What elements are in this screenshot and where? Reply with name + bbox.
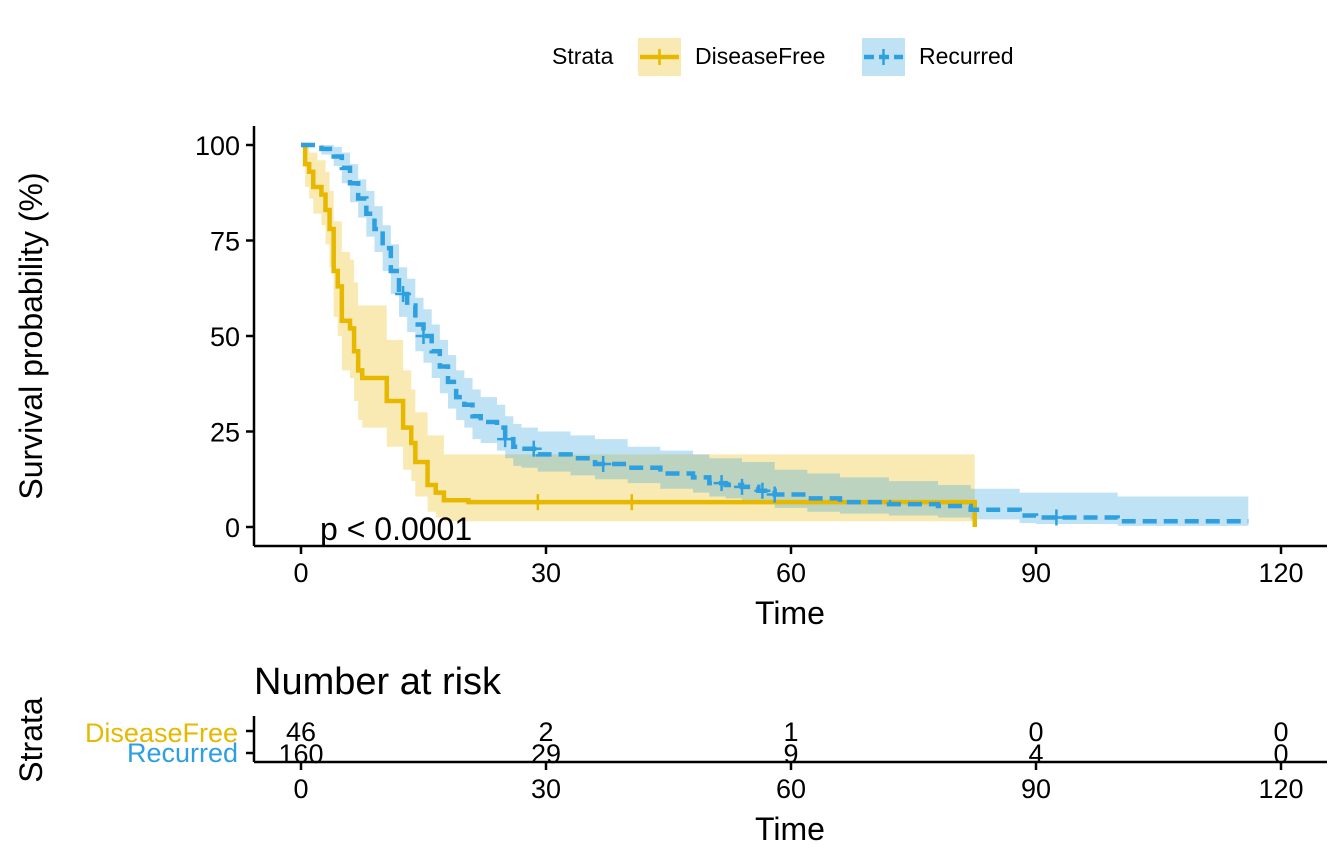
risk-row-label: Recurred — [127, 738, 238, 768]
censor-mark-recurred — [525, 440, 542, 457]
y-tick-label: 25 — [210, 418, 240, 448]
y-axis-title: Survival probability (%) — [13, 172, 49, 499]
censor-mark-recurred — [395, 285, 412, 302]
y-tick-label: 0 — [225, 513, 240, 543]
confidence-bands — [301, 145, 1249, 526]
x-tick-label: 120 — [1258, 558, 1303, 588]
risk-x-tick-label: 120 — [1258, 774, 1303, 804]
risk-x-tick-label: 30 — [531, 774, 561, 804]
censor-mark-recurred — [595, 455, 612, 472]
risk-row-recurred: Recurred 160 29 9 4 0 — [127, 738, 1289, 769]
risk-table-title: Number at risk — [254, 661, 502, 703]
risk-table-x-title: Time — [755, 811, 825, 847]
risk-table-axes: 0 30 60 90 120 — [246, 716, 1327, 804]
risk-count: 0 — [1028, 717, 1043, 747]
y-tick-label: 50 — [210, 322, 240, 352]
risk-row-label: DiseaseFree — [85, 718, 238, 748]
censor-mark-recurred — [497, 431, 514, 448]
risk-count: 0 — [1273, 717, 1288, 747]
censor-mark-recurred — [713, 475, 730, 492]
censor-mark-recurred — [1048, 509, 1065, 526]
censor-marks — [395, 285, 1065, 526]
legend-label: DiseaseFree — [695, 43, 825, 69]
risk-x-tick-label: 60 — [776, 774, 806, 804]
p-value-annotation: p < 0.0001 — [320, 511, 472, 547]
censor-mark-recurred — [415, 328, 432, 344]
x-tick-label: 30 — [531, 558, 561, 588]
censor-mark-recurred — [734, 478, 750, 495]
risk-table: Number at risk DiseaseFree 46 2 1 0 0Recurred… — [13, 661, 1327, 847]
legend-item-recurred: Recurred — [862, 38, 1014, 76]
risk-count: 1 — [783, 717, 798, 747]
risk-x-tick-label: 90 — [1021, 774, 1051, 804]
main-axes: 0 25 50 75 100 0 30 60 90 120 — [195, 126, 1327, 588]
x-tick-label: 60 — [776, 558, 806, 588]
x-tick-label: 90 — [1021, 558, 1051, 588]
x-tick-label: 0 — [293, 558, 308, 588]
censor-mark-diseasefree — [623, 494, 640, 511]
survival-line-diseasefree — [301, 142, 977, 527]
ci-band-diseasefree — [301, 145, 975, 522]
legend-label: Recurred — [919, 43, 1014, 69]
censor-mark-recurred — [766, 486, 783, 503]
legend-title: Strata — [552, 43, 614, 69]
risk-x-tick-label: 0 — [293, 774, 308, 804]
censor-mark-recurred — [754, 482, 771, 499]
x-axis-title: Time — [755, 595, 825, 631]
legend: Strata DiseaseFree Recurred — [552, 38, 1014, 76]
risk-count: 2 — [538, 717, 553, 747]
censor-mark-diseasefree — [529, 494, 546, 511]
risk-count: 46 — [286, 717, 316, 747]
y-tick-label: 75 — [210, 227, 240, 257]
risk-row-diseasefree: DiseaseFree 46 2 1 0 0 — [85, 717, 1289, 748]
risk-table-y-title: Strata — [13, 697, 49, 783]
legend-item-diseasefree: DiseaseFree — [638, 38, 825, 76]
y-tick-label: 100 — [195, 131, 240, 161]
survival-plot: p < 0.0001 0 25 50 75 100 0 30 60 90 120 Survival… — [13, 126, 1327, 631]
